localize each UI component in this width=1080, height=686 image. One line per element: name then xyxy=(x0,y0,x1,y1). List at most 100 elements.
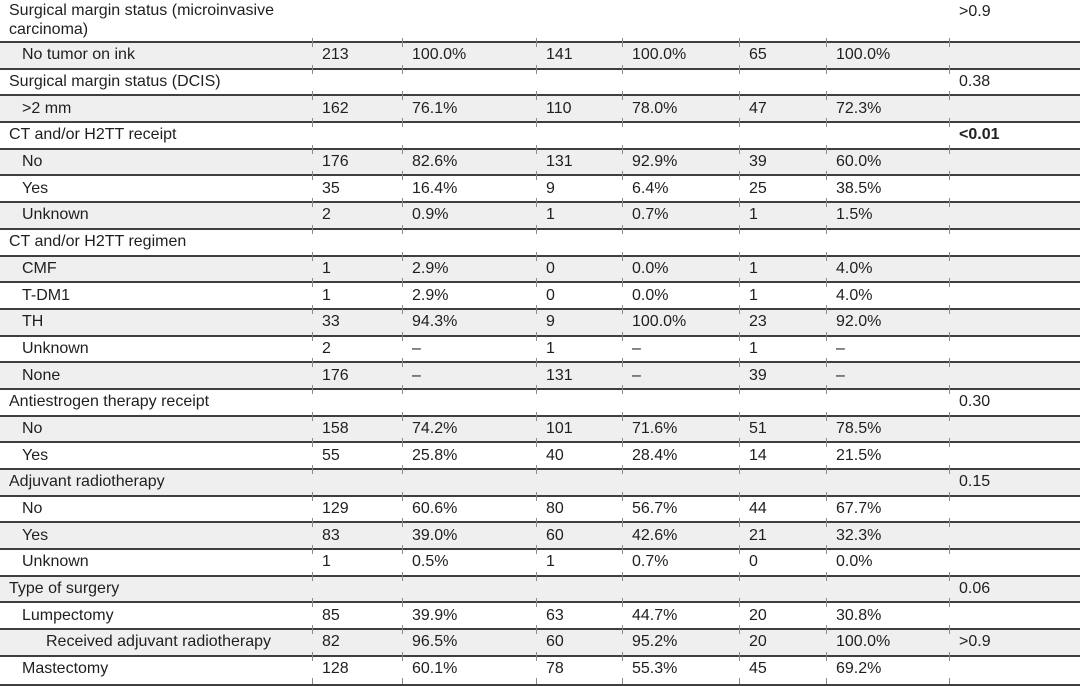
cell-percent: 4.0% xyxy=(826,278,950,308)
cell-p-value xyxy=(949,411,1080,442)
cell-count: 47 xyxy=(739,91,827,122)
cell-count: 1 xyxy=(536,198,623,228)
cell-p-value xyxy=(949,304,1080,335)
cell-count: 1 xyxy=(536,331,623,362)
row-label-cell: Yes xyxy=(0,521,313,549)
cell-count: 131 xyxy=(536,144,623,175)
cell-percent: 25.8% xyxy=(402,438,537,468)
cell-percent: – xyxy=(826,358,950,388)
row-label: Type of surgery xyxy=(9,580,120,598)
cell-count: 110 xyxy=(536,91,623,122)
cell-percent: 28.4% xyxy=(622,438,740,468)
cell-percent: 60.6% xyxy=(402,491,537,522)
table-row: Type of surgery 0.06 xyxy=(0,571,1080,602)
row-label-cell: Received adjuvant radiotherapy xyxy=(0,628,313,655)
cell-percent: 78.0% xyxy=(622,91,740,122)
row-label-cell: No xyxy=(0,494,313,522)
cell-count: 213 xyxy=(312,38,403,68)
cell-percent: 76.1% xyxy=(402,91,537,122)
row-label: No xyxy=(22,500,43,518)
cell-count xyxy=(536,384,623,415)
cell-count xyxy=(312,64,403,95)
cell-p-value xyxy=(949,91,1080,122)
cell-percent: 94.3% xyxy=(402,304,537,335)
cell-percent: 0.7% xyxy=(622,545,740,575)
row-label-cell: >2 mm xyxy=(0,94,313,122)
cell-p-value xyxy=(949,251,1080,282)
cell-percent: 30.8% xyxy=(826,598,950,628)
cell-p-value xyxy=(949,224,1080,255)
cell-count: 33 xyxy=(312,304,403,335)
cell-count: 51 xyxy=(739,411,827,442)
cell-count xyxy=(740,0,827,41)
table-row: Mastectomy 128 60.1% 78 55.3% 45 69.2% xyxy=(0,651,1080,684)
cell-count: 0 xyxy=(739,545,827,575)
table-row: Received adjuvant radiotherapy 82 96.5% 60 9… xyxy=(0,625,1080,655)
cell-percent: 21.5% xyxy=(826,438,950,468)
cell-p-value: >0.9 xyxy=(959,3,991,20)
row-label-cell: None xyxy=(0,361,313,388)
cell-count: 82 xyxy=(312,625,403,655)
cell-percent: 100.0% xyxy=(826,625,950,655)
cell-count xyxy=(739,384,827,415)
cell-count xyxy=(312,224,403,255)
cell-percent: 0.9% xyxy=(402,198,537,228)
cell-percent xyxy=(402,384,537,415)
cell-percent: – xyxy=(826,331,950,362)
row-label: No xyxy=(22,153,43,171)
cell-p-value: 0.06 xyxy=(949,571,1080,602)
row-label: T-DM1 xyxy=(22,286,70,304)
row-label-cell: No tumor on ink xyxy=(0,41,313,68)
cell-count: 78 xyxy=(536,651,623,684)
cell-percent xyxy=(826,571,950,602)
row-label: None xyxy=(22,366,61,384)
cell-count: 25 xyxy=(739,171,827,201)
cell-percent xyxy=(622,465,740,495)
table-row: CMF 1 2.9% 0 0.0% 1 4.0% xyxy=(0,251,1080,282)
cell-percent xyxy=(826,465,950,495)
cell-percent: 100.0% xyxy=(622,38,740,68)
cell-count: 35 xyxy=(312,171,403,201)
cell-count: 60 xyxy=(536,518,623,549)
row-label-cell: No xyxy=(0,414,313,442)
cell-p-value xyxy=(949,518,1080,549)
row-label: Yes xyxy=(22,526,49,544)
cell-count: 176 xyxy=(312,144,403,175)
cell-count: 60 xyxy=(536,625,623,655)
cell-p-value xyxy=(949,651,1080,684)
cell-count xyxy=(312,384,403,415)
cell-count: 0 xyxy=(536,278,623,308)
cell-count: 55 xyxy=(312,438,403,468)
row-label: Adjuvant radiotherapy xyxy=(9,473,165,491)
cell-count: 176 xyxy=(312,358,403,388)
cell-percent xyxy=(826,384,950,415)
cell-count: 20 xyxy=(739,625,827,655)
cell-count: 9 xyxy=(536,171,623,201)
cell-percent xyxy=(622,118,740,148)
cell-count: 1 xyxy=(536,545,623,575)
cell-percent xyxy=(402,224,537,255)
row-label: Mastectomy xyxy=(22,660,109,678)
cell-percent: 38.5% xyxy=(826,171,950,201)
row-label: Unknown xyxy=(22,339,89,357)
cell-percent xyxy=(623,0,740,41)
row-label-cell: Surgical margin status (microinvasive ca… xyxy=(0,0,313,41)
cell-count xyxy=(739,571,827,602)
table-row: CT and/or H2TT regimen xyxy=(0,224,1080,255)
cell-p-value xyxy=(949,438,1080,468)
row-label-cell: Unknown xyxy=(0,334,313,362)
cell-count xyxy=(739,64,827,95)
cell-percent: 95.2% xyxy=(622,625,740,655)
cell-count xyxy=(537,0,623,41)
cell-percent xyxy=(827,0,950,41)
cell-count: 129 xyxy=(312,491,403,522)
cell-count: 21 xyxy=(739,518,827,549)
row-label: >2 mm xyxy=(22,99,72,117)
row-label: CMF xyxy=(22,259,57,277)
row-label-cell: Surgical margin status (DCIS) xyxy=(0,67,313,95)
table-row: Unknown 2 0.9% 1 0.7% 1 1.5% xyxy=(0,198,1080,228)
cell-percent: 2.9% xyxy=(402,251,537,282)
table-row: No 158 74.2% 101 71.6% 51 78.5% xyxy=(0,411,1080,442)
cell-percent: 0.7% xyxy=(622,198,740,228)
